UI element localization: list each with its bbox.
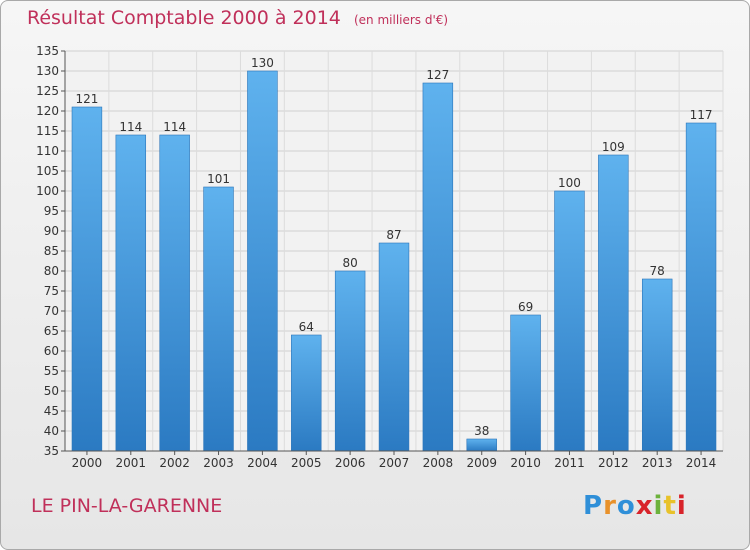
logo-letter: P xyxy=(583,491,604,521)
x-tick-label-2000: 2000 xyxy=(72,456,103,470)
y-tick-label: 85 xyxy=(44,244,59,258)
x-tick-label-2012: 2012 xyxy=(598,456,629,470)
bar-2006 xyxy=(334,270,366,452)
value-label-2005: 64 xyxy=(299,320,314,334)
y-tick-label: 115 xyxy=(36,124,59,138)
value-label-2004: 130 xyxy=(251,56,274,70)
y-tick-label: 65 xyxy=(44,324,59,338)
y-tick-label: 130 xyxy=(36,64,59,78)
y-tick-label: 80 xyxy=(44,264,59,278)
y-tick-label: 100 xyxy=(36,184,59,198)
x-tick-label-2013: 2013 xyxy=(642,456,673,470)
bar-2011 xyxy=(554,190,585,452)
x-tick-label-2011: 2011 xyxy=(554,456,585,470)
value-label-2013: 78 xyxy=(650,264,665,278)
logo-letter: o xyxy=(616,491,636,521)
logo-letter: i xyxy=(653,491,664,521)
bar-2005 xyxy=(291,334,322,452)
y-tick-label: 110 xyxy=(36,144,59,158)
x-tick-label-2007: 2007 xyxy=(379,456,410,470)
logo-letter: r xyxy=(603,491,617,521)
value-label-2001: 114 xyxy=(119,120,142,134)
value-label-2010: 69 xyxy=(518,300,533,314)
y-tick-label: 35 xyxy=(44,444,59,458)
value-label-2009: 38 xyxy=(474,424,489,438)
x-tick-label-2002: 2002 xyxy=(159,456,190,470)
chart-title: Résultat Comptable 2000 à 2014 xyxy=(27,7,341,29)
value-label-2007: 87 xyxy=(386,228,401,242)
y-tick-label: 45 xyxy=(44,404,59,418)
y-tick-label: 95 xyxy=(44,204,59,218)
bar-2000 xyxy=(71,106,103,452)
x-tick-label-2008: 2008 xyxy=(423,456,454,470)
bar-2007 xyxy=(378,242,410,452)
y-tick-label: 120 xyxy=(36,104,59,118)
bar-2009 xyxy=(466,438,497,452)
x-tick-label-2006: 2006 xyxy=(335,456,366,470)
y-tick-label: 125 xyxy=(36,84,59,98)
x-tick-label-2001: 2001 xyxy=(116,456,147,470)
city-name: LE PIN-LA-GARENNE xyxy=(31,495,223,517)
value-label-2000: 121 xyxy=(75,92,98,106)
bar-2012 xyxy=(598,154,629,452)
x-tick-label-2004: 2004 xyxy=(247,456,278,470)
bar-2003 xyxy=(203,186,234,452)
chart-subtitle: (en milliers d'€) xyxy=(353,13,449,27)
x-tick-label-2009: 2009 xyxy=(466,456,497,470)
bar-2004 xyxy=(247,70,278,452)
chart-title-block: Résultat Comptable 2000 à 2014 (en milli… xyxy=(27,7,448,29)
x-tick-label-2014: 2014 xyxy=(686,456,717,470)
value-label-2014: 117 xyxy=(690,108,713,122)
y-tick-label: 70 xyxy=(44,304,59,318)
bar-2013 xyxy=(641,278,673,452)
y-tick-label: 55 xyxy=(44,364,59,378)
bar-2002 xyxy=(159,134,190,452)
x-tick-label-2005: 2005 xyxy=(291,456,322,470)
x-tick-label-2003: 2003 xyxy=(203,456,234,470)
value-label-2008: 127 xyxy=(426,68,449,82)
value-label-2002: 114 xyxy=(163,120,186,134)
bar-2014 xyxy=(685,122,717,452)
bar-2001 xyxy=(115,134,147,452)
bar-2010 xyxy=(510,314,541,452)
y-tick-label: 50 xyxy=(44,384,59,398)
logo-letter: x xyxy=(635,491,654,521)
logo-letter: t xyxy=(663,491,677,521)
y-tick-label: 105 xyxy=(36,164,59,178)
value-label-2006: 80 xyxy=(342,256,357,270)
logo-letter: i xyxy=(676,491,687,521)
y-tick-label: 135 xyxy=(36,44,59,58)
y-tick-label: 40 xyxy=(44,424,59,438)
value-label-2012: 109 xyxy=(602,140,625,154)
value-label-2003: 101 xyxy=(207,172,230,186)
y-tick-label: 60 xyxy=(44,344,59,358)
bar-2008 xyxy=(422,82,454,452)
value-label-2011: 100 xyxy=(558,176,581,190)
y-tick-label: 75 xyxy=(44,284,59,298)
x-tick-label-2010: 2010 xyxy=(510,456,541,470)
proxiti-logo: Proxiti xyxy=(583,491,687,521)
y-tick-label: 90 xyxy=(44,224,59,238)
